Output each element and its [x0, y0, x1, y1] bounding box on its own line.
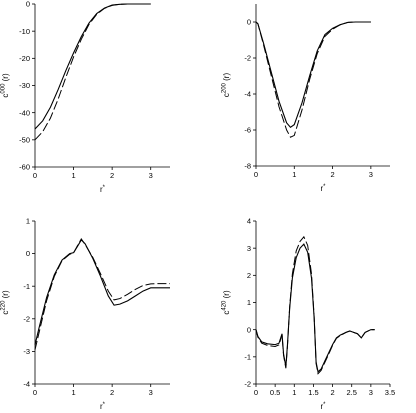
- y-tick-label: -4: [244, 90, 251, 99]
- y-axis-label-suffix: (r): [1, 73, 10, 84]
- x-axis-label-sup: *: [103, 185, 106, 191]
- y-axis-label: c420 (r): [222, 290, 232, 315]
- x-tick-label: 1: [292, 170, 296, 179]
- y-axis-label-sup: 420: [222, 300, 228, 311]
- x-tick-label: 3: [149, 171, 153, 180]
- x-tick-label: 2: [110, 171, 114, 180]
- x-tick-label: 0.5: [270, 388, 280, 397]
- y-tick-label: 0: [247, 325, 251, 334]
- series-line-solid: [34, 239, 170, 346]
- y-axis-label-suffix: (r): [222, 73, 231, 84]
- x-axis-label: r*: [320, 402, 326, 411]
- x-tick-label: 1: [71, 171, 75, 180]
- x-axis-label-sup: *: [323, 184, 326, 190]
- x-tick-label: 0: [33, 388, 37, 397]
- x-tick-label: 2.5: [346, 388, 356, 397]
- y-tick-label: 1: [247, 298, 251, 307]
- x-axis-label: r*: [100, 402, 106, 411]
- x-tick-label: 2: [330, 170, 334, 179]
- series-line-dashed: [255, 21, 371, 138]
- x-axis-label-base: r: [100, 185, 103, 194]
- x-axis-label: r*: [100, 185, 106, 194]
- x-tick-label: 1: [292, 388, 296, 397]
- x-tick-label: 3: [369, 170, 373, 179]
- x-tick-label: 1.5: [308, 388, 318, 397]
- y-tick-label: 1: [26, 217, 30, 226]
- y-tick-label: -6: [244, 126, 251, 135]
- chart-panel-3: -4 -3 -2 -1 0 1 0 1 2 3 r* c220 (r): [1, 217, 170, 411]
- y-axis-label-base: c: [222, 311, 231, 315]
- y-tick-label: -1: [23, 282, 30, 291]
- y-axis-label-sup: 200: [222, 82, 228, 93]
- y-tick-label: -2: [244, 380, 251, 389]
- y-axis-label-base: c: [222, 93, 231, 97]
- y-tick-label: -2: [244, 54, 251, 63]
- y-axis-label-sup: 000: [1, 83, 7, 94]
- y-tick-label: 0: [247, 18, 251, 27]
- x-tick-label: 3.5: [385, 388, 395, 397]
- y-tick-label: 3: [247, 244, 251, 253]
- y-tick-label: 4: [247, 217, 251, 226]
- y-tick-label: -40: [19, 108, 30, 117]
- y-axis-label: c220 (r): [1, 290, 11, 315]
- y-tick-label: -3: [23, 347, 30, 356]
- y-tick-label: -10: [19, 27, 30, 36]
- y-tick-label: -20: [19, 54, 30, 63]
- y-tick-label: 0: [26, 0, 30, 9]
- y-axis-label-suffix: (r): [222, 290, 231, 301]
- y-tick-label: -8: [244, 162, 251, 171]
- x-axis-label-sup: *: [323, 402, 326, 408]
- y-tick-label: -60: [19, 163, 30, 172]
- y-tick-label: -50: [19, 135, 30, 144]
- y-axis-label-base: c: [1, 94, 10, 98]
- y-tick-label: -30: [19, 81, 30, 90]
- y-axis-label: c200 (r): [222, 73, 232, 98]
- y-axis-label-suffix: (r): [1, 290, 10, 301]
- x-tick-label: 1: [71, 388, 75, 397]
- y-axis-label-sup: 220: [1, 300, 7, 311]
- x-tick-label: 0: [254, 170, 258, 179]
- series-line-dashed: [34, 3, 151, 141]
- x-axis-label-base: r: [320, 184, 323, 193]
- x-tick-label: 2: [330, 388, 334, 397]
- x-tick-label: 0: [254, 388, 258, 397]
- series-line-dashed: [34, 237, 170, 350]
- y-axis-label: c000 (r): [1, 73, 11, 98]
- x-tick-label: 2: [110, 388, 114, 397]
- y-tick-label: 0: [26, 249, 30, 258]
- chart-panel-4: -2 -1 0 1 2 3 4 0 0.5 1 1.5 2 2.5 3 3.5 r* c420 (r): [222, 217, 396, 411]
- y-tick-label: 2: [247, 271, 251, 280]
- x-axis-label: r*: [320, 184, 326, 193]
- chart-panel-2: -8 -6 -4 -2 0 0 1 2 3 r* c200 (r): [222, 4, 390, 193]
- x-axis-label-base: r: [320, 402, 323, 411]
- x-axis-label-sup: *: [103, 402, 106, 408]
- series-line-solid: [34, 3, 151, 130]
- x-tick-label: 0: [33, 171, 37, 180]
- y-tick-label: -1: [244, 352, 251, 361]
- x-axis-label-base: r: [100, 402, 103, 411]
- series-line-solid: [255, 21, 371, 129]
- chart-panel-1: -60 -50 -40 -30 -20 -10 0 0 1 2 3 r* c000 (r): [1, 0, 170, 194]
- x-tick-label: 3: [149, 388, 153, 397]
- y-tick-label: -2: [23, 314, 30, 323]
- series-line-dashed: [255, 235, 375, 375]
- x-tick-label: 3: [369, 388, 373, 397]
- y-axis-label-base: c: [1, 311, 10, 315]
- y-tick-label: -4: [23, 380, 30, 389]
